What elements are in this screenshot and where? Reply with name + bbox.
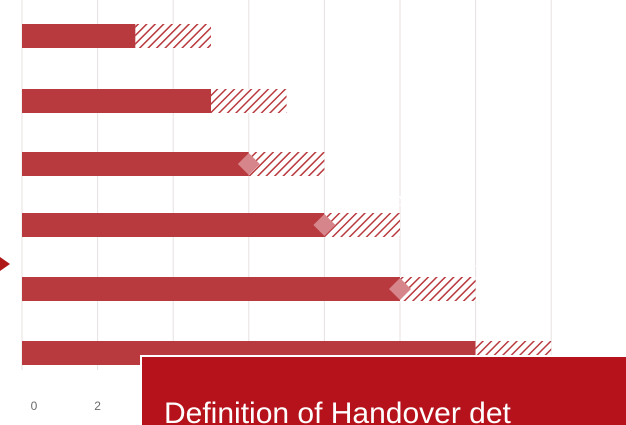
bar-hatched-2	[248, 152, 325, 176]
bar-solid-1	[22, 89, 211, 113]
x-tick-label-0: 0	[31, 399, 38, 413]
caption-box: Definition of Handover det	[140, 355, 626, 425]
annotations: Handover System 4 Handover ...	[330, 191, 476, 270]
bar-hatched-4	[400, 277, 476, 301]
bar-hatched-1	[211, 89, 287, 113]
marker-4	[389, 278, 411, 300]
bar-solid-3	[22, 213, 325, 237]
bar-solid-2	[22, 152, 249, 176]
bar-solid-0	[22, 24, 136, 48]
markers	[237, 153, 411, 300]
annotation-label-4: Handover ...	[406, 255, 477, 270]
bar-hatched-0	[135, 24, 211, 48]
bars	[22, 24, 552, 365]
bar-hatched-3	[324, 213, 400, 237]
marker-3	[313, 214, 336, 236]
annotation-label-3: Handover System 4	[330, 191, 444, 206]
caption-text: Definition of Handover det	[164, 397, 511, 425]
x-tick-label-1: 2	[94, 399, 101, 413]
left-arrow-icon	[0, 250, 10, 278]
bar-solid-4	[22, 277, 400, 301]
marker-2	[237, 153, 260, 175]
grid-lines	[21, 0, 552, 370]
